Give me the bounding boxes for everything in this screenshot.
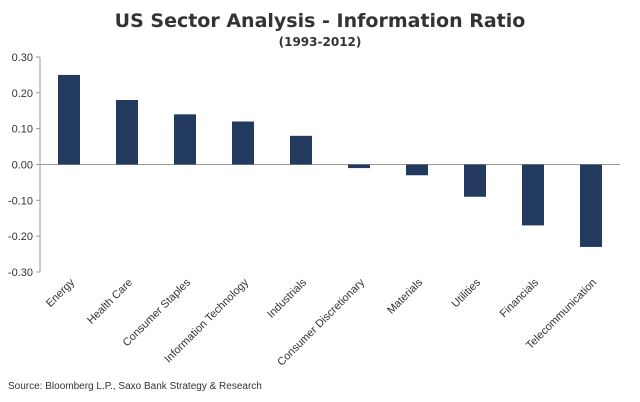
bar bbox=[522, 164, 544, 226]
category-label: Energy bbox=[44, 276, 77, 309]
bar bbox=[232, 121, 254, 165]
bar bbox=[290, 135, 312, 165]
y-tick-label: 0.30 bbox=[12, 52, 33, 64]
bar bbox=[580, 164, 602, 247]
chart-subtitle: (1993-2012) bbox=[279, 35, 362, 49]
source-note: Source: Bloomberg L.P., Saxo Bank Strate… bbox=[8, 381, 262, 392]
bars bbox=[58, 74, 602, 247]
bar bbox=[174, 114, 196, 165]
y-tick-label: -0.20 bbox=[8, 231, 33, 243]
y-tick-label: -0.30 bbox=[8, 267, 33, 279]
y-tick-label: 0.20 bbox=[12, 88, 33, 100]
category-label: Health Care bbox=[85, 277, 135, 327]
bar bbox=[116, 100, 138, 165]
bar bbox=[406, 164, 428, 176]
y-tick-label: 0.00 bbox=[12, 160, 33, 172]
category-label: Financials bbox=[498, 276, 542, 320]
category-label: Materials bbox=[385, 276, 425, 316]
y-tick-labels: 0.30 0.20 0.10 0.00 -0.10 -0.20 -0.30 bbox=[8, 52, 40, 279]
bar bbox=[348, 164, 370, 169]
category-label: Industrials bbox=[265, 276, 309, 320]
bar bbox=[58, 74, 80, 165]
category-label: Utilities bbox=[450, 276, 484, 310]
y-tick-label: -0.10 bbox=[8, 195, 33, 207]
bar bbox=[464, 164, 486, 197]
y-tick-label: 0.10 bbox=[12, 124, 33, 136]
chart-title: US Sector Analysis - Information Ratio bbox=[115, 10, 526, 32]
